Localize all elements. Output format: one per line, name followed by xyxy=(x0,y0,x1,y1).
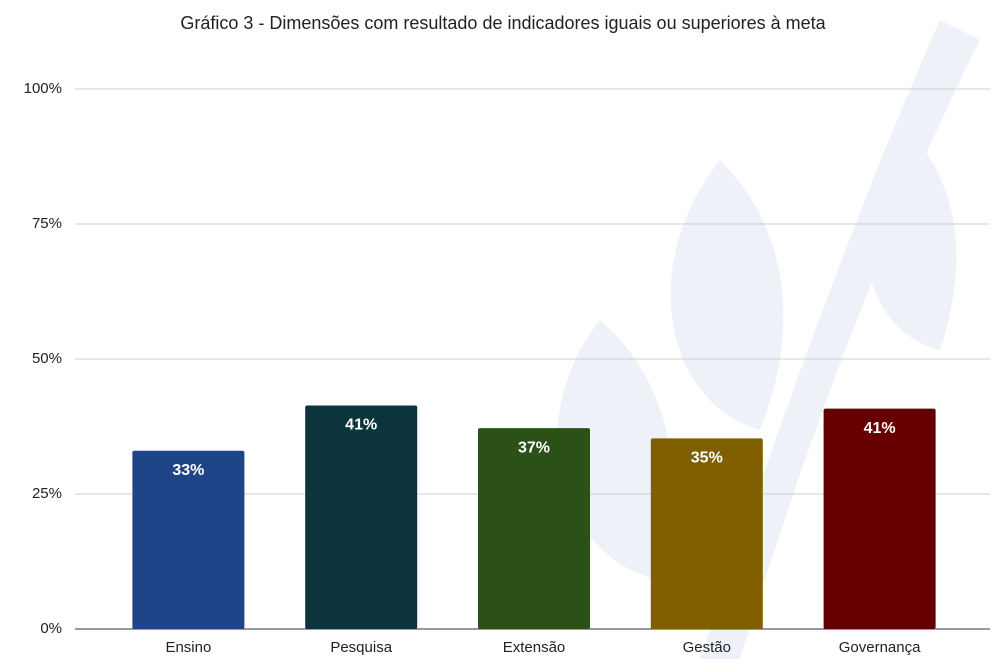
x-tick-label: Ensino xyxy=(165,639,211,656)
value-label: 37% xyxy=(518,439,550,456)
value-label: 35% xyxy=(691,450,723,467)
x-tick-label: Gestão xyxy=(683,639,731,656)
y-tick-label: 100% xyxy=(24,80,62,97)
chart-title: Gráfico 3 - Dimensões com resultado de i… xyxy=(180,13,826,33)
y-tick-label: 75% xyxy=(32,215,62,232)
y-tick-label: 50% xyxy=(32,350,62,367)
x-tick-label: Pesquisa xyxy=(330,639,392,656)
x-tick-label: Governança xyxy=(839,639,921,656)
bar xyxy=(651,438,763,629)
y-tick-label: 25% xyxy=(32,485,62,502)
value-label: 33% xyxy=(172,462,204,479)
chart: Gráfico 3 - Dimensões com resultado de i… xyxy=(0,0,994,659)
y-tick-label: 0% xyxy=(40,620,62,637)
bar xyxy=(824,409,936,629)
bar xyxy=(478,428,590,629)
value-label: 41% xyxy=(345,417,377,434)
x-tick-label: Extensão xyxy=(503,639,566,656)
value-label: 41% xyxy=(864,420,896,437)
bar xyxy=(305,405,417,629)
